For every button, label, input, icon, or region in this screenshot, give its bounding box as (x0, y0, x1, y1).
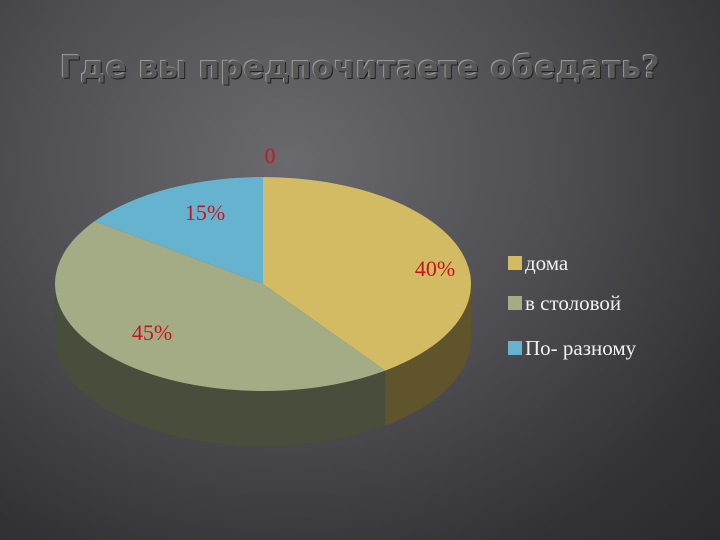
slide-title: Где вы предпочитаете обедать? (59, 50, 661, 86)
data-label-home: 40% (415, 256, 455, 281)
data-label-varies: 15% (185, 200, 225, 225)
legend-item-varies: По- разному (508, 335, 636, 361)
pie-slice-canteen (55, 221, 386, 391)
legend-swatch-home (508, 256, 522, 270)
pie-top (55, 177, 471, 391)
pie-slice-home (263, 177, 471, 371)
pie-slice-varies (94, 177, 264, 284)
data-label-canteen: 45% (132, 320, 172, 345)
legend-label-home: дома (525, 250, 569, 275)
legend-label-canteen: в столовой (525, 290, 622, 315)
data-label-extra: 0 (265, 143, 276, 168)
legend-item-home: дома (508, 250, 568, 276)
pie-labels: 40% 45% 15% 0 (132, 143, 455, 345)
legend-swatch-varies (508, 341, 522, 355)
legend-swatch-canteen (508, 296, 522, 310)
pie-sides (55, 284, 471, 447)
legend-item-canteen: в столовой (508, 290, 621, 316)
pie-side-canteen (55, 284, 386, 447)
pie-side-home (385, 284, 471, 426)
legend-label-varies: По- разному (525, 335, 637, 360)
